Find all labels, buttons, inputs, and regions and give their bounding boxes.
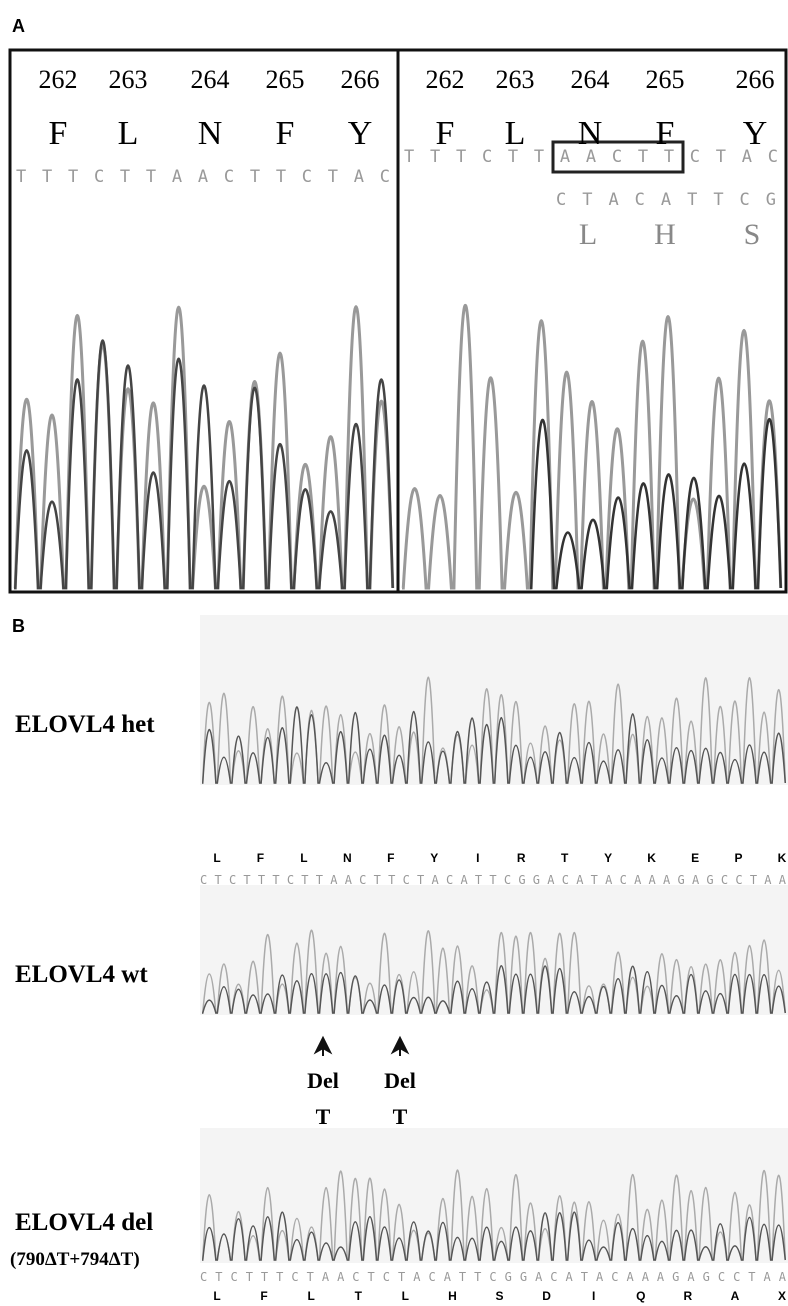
amino-acid: L <box>213 851 220 865</box>
position: 266 <box>736 65 775 94</box>
deletion-label: Del <box>384 1068 416 1093</box>
amino-acid: A <box>731 1289 740 1303</box>
panel-label: A <box>12 16 25 36</box>
position: 263 <box>109 65 148 94</box>
deletion-base: T <box>316 1104 331 1129</box>
deletion-base: T <box>393 1104 408 1129</box>
sequence: TTTCTTAACTTCTAC <box>404 147 778 167</box>
row-label: ELOVL4 het <box>15 711 155 738</box>
amino-acid: F <box>276 115 295 152</box>
amino-acid: Y <box>430 851 438 865</box>
arrow <box>390 1035 410 1056</box>
row-sublabel: (790ΔT+794ΔT) <box>10 1249 140 1270</box>
row-label: ELOVL4 wt <box>15 961 148 988</box>
amino-acid: F <box>436 115 455 152</box>
trace <box>401 303 783 590</box>
amino-acid: Y <box>743 115 768 152</box>
amino-acid: D <box>542 1289 551 1303</box>
amino-acid: H <box>448 1289 457 1303</box>
amino-acid: K <box>778 851 787 865</box>
sequence: CTCTTTCTTAACTTCTACATTCGGACATACAAAGAGCCTA… <box>200 873 787 887</box>
amino-acid: F <box>656 115 675 152</box>
trace-bg <box>200 885 788 1015</box>
amino-acid: I <box>476 851 479 865</box>
trace <box>201 1211 787 1261</box>
amino-acid: T <box>355 1289 363 1303</box>
arrow <box>313 1035 333 1056</box>
sequence: TTTCTTAACTTCTAC <box>16 167 390 187</box>
trace <box>530 417 782 590</box>
position: 262 <box>426 65 465 94</box>
amino-acid: Y <box>604 851 612 865</box>
position: 264 <box>191 65 230 94</box>
amino-acid: L <box>118 115 139 152</box>
amino-acid: X <box>778 1289 786 1303</box>
position: 263 <box>496 65 535 94</box>
deletion-label: Del <box>307 1068 339 1093</box>
mutant-amino-acid: H <box>654 218 676 251</box>
amino-acid: I <box>592 1289 595 1303</box>
sequence: CTCTTTCTAACTCTACATTCGGACATACAAAGAGCCTAA <box>200 1270 787 1284</box>
amino-acid: F <box>257 851 264 865</box>
position: 262 <box>39 65 78 94</box>
amino-acid: Q <box>636 1289 645 1303</box>
panel-label: B <box>12 616 25 636</box>
amino-acid: S <box>495 1289 503 1303</box>
trace <box>201 706 787 784</box>
amino-acid: N <box>578 115 603 152</box>
mutant-amino-acid: L <box>579 218 597 251</box>
amino-acid: L <box>505 115 526 152</box>
row-label: ELOVL4 del <box>15 1209 153 1236</box>
amino-acid: R <box>683 1289 692 1303</box>
amino-acid: F <box>260 1289 267 1303</box>
amino-acid: R <box>517 851 526 865</box>
amino-acid: T <box>561 851 569 865</box>
position: 264 <box>571 65 610 94</box>
mutation-box <box>551 140 685 174</box>
position: 265 <box>266 65 305 94</box>
amino-acid: Y <box>348 115 373 152</box>
amino-acid: K <box>647 851 656 865</box>
trace <box>13 305 395 590</box>
amino-acid: F <box>49 115 68 152</box>
amino-acid: N <box>343 851 352 865</box>
amino-acid: L <box>213 1289 220 1303</box>
amino-acid: N <box>198 115 223 152</box>
amino-acid: E <box>691 851 699 865</box>
amino-acid: L <box>402 1289 409 1303</box>
position: 265 <box>646 65 685 94</box>
mutant-amino-acid: S <box>744 218 761 251</box>
trace-bg <box>200 615 788 785</box>
trace <box>201 1169 787 1261</box>
trace <box>14 339 394 590</box>
amino-acid: L <box>300 851 307 865</box>
trace <box>202 965 787 1014</box>
amino-acid: L <box>307 1289 314 1303</box>
amino-acid: F <box>387 851 394 865</box>
position: 266 <box>341 65 380 94</box>
amino-acid: P <box>735 851 743 865</box>
sequence: CTACATTCG <box>556 190 776 210</box>
